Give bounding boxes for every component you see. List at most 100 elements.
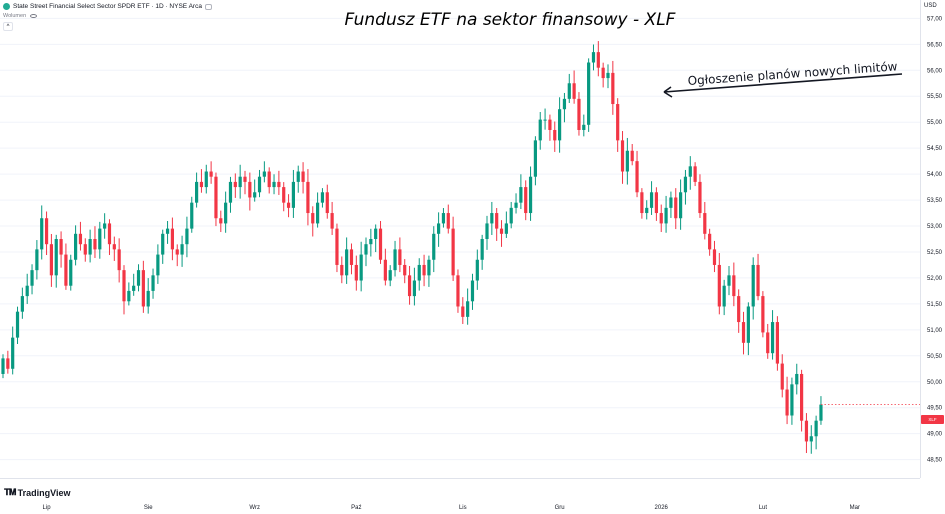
candle-down [596, 52, 600, 68]
annotation-label: Ogłoszenie planów nowych limitów [687, 59, 898, 88]
candle-down [6, 358, 10, 369]
candle-up [291, 181, 295, 208]
price-axis[interactable]: 48,50 49,00 49,50 50,00 50,50 51,00 51,50 52,00… [920, 0, 945, 478]
candle-up [543, 119, 547, 121]
candle-up [180, 244, 184, 255]
candle-up [538, 119, 542, 141]
price-tick-label: 57,00 [927, 16, 943, 22]
candle-up [412, 280, 416, 297]
candle-down [243, 176, 247, 182]
candle-down [93, 239, 97, 250]
candle-up [103, 223, 107, 229]
candle-down [577, 98, 581, 130]
candle-down [456, 275, 460, 307]
candle-up [722, 285, 726, 307]
price-tick-label: 50,00 [927, 380, 943, 386]
candle-up [393, 249, 397, 271]
candle-down [737, 296, 741, 323]
candle-down [214, 176, 218, 219]
candle-up [69, 259, 73, 286]
candle-up [151, 275, 155, 291]
symbol-logo-icon [3, 3, 10, 10]
plot-area[interactable]: Ogłoszenie planów nowych limitów [0, 0, 920, 478]
tradingview-logo-icon: 𝐓𝐌 [4, 487, 17, 497]
candle-up [146, 290, 150, 307]
candle-down [611, 72, 615, 105]
candle-up [562, 98, 567, 110]
candle-down [219, 218, 223, 224]
candle-up [257, 176, 262, 193]
candle-down [495, 213, 499, 229]
candle-up [88, 239, 92, 255]
candle-down [233, 181, 237, 188]
ohlc-toggle-icon[interactable] [204, 3, 212, 10]
candle-up [54, 239, 58, 276]
candle-down [630, 150, 634, 162]
last-price-value: 49,56 [925, 426, 940, 432]
candle-up [746, 306, 750, 343]
candle-up [751, 264, 755, 307]
candle-up [40, 218, 44, 250]
annotation-group: Ogłoszenie planów nowych limitów [663, 59, 903, 98]
candle-up [679, 192, 683, 219]
candle-down [403, 264, 407, 276]
price-tick-label: 49,50 [927, 406, 943, 412]
tradingview-logo[interactable]: 𝐓𝐌 TradingView [4, 487, 71, 498]
eye-icon[interactable] [30, 14, 38, 18]
volume-legend[interactable]: Wolumen [3, 13, 38, 19]
collapse-legend-button[interactable]: ^ [3, 22, 13, 31]
time-tick-label: Lut [759, 505, 768, 511]
time-tick-label: Mar [850, 505, 860, 511]
candle-down [306, 181, 310, 214]
currency-label[interactable]: USD [924, 3, 937, 9]
candle-up [127, 290, 131, 302]
candle-up [790, 384, 794, 416]
candle-down [282, 187, 286, 203]
time-axis[interactable]: LipSieWrzPaźLisGru2026LutMarKwi [0, 478, 920, 514]
candle-up [296, 171, 300, 182]
time-tick-label: Paź [351, 505, 361, 511]
candle-up [509, 207, 513, 224]
candle-up [475, 259, 479, 281]
candle-up [814, 420, 818, 437]
candle-down [674, 197, 678, 219]
price-tick-label: 54,50 [927, 146, 943, 152]
candle-down [800, 373, 804, 421]
candle-down [267, 171, 271, 188]
candle-down [383, 259, 387, 281]
price-tick-label: 55,00 [927, 120, 943, 126]
candle-down [693, 166, 697, 182]
candle-up [25, 285, 29, 297]
price-tick-label: 53,50 [927, 198, 943, 204]
candle-down [349, 249, 354, 265]
candle-down [44, 218, 49, 245]
candle-up [514, 202, 518, 208]
annotation-arrow [663, 73, 903, 93]
price-tick-label: 49,00 [927, 432, 943, 438]
candle-down [524, 187, 528, 214]
candle-down [548, 119, 552, 130]
candle-down [572, 83, 576, 99]
candle-up [238, 176, 242, 188]
candle-down [451, 228, 455, 276]
candle-up [490, 213, 494, 224]
candle-up [485, 223, 489, 239]
candle-up [345, 249, 349, 276]
symbol-legend[interactable]: State Street Financial Select Sector SPD… [3, 3, 212, 10]
candle-down [741, 322, 746, 343]
candle-up [185, 228, 189, 245]
candle-up [625, 150, 629, 172]
candle-down [286, 202, 291, 208]
candle-up [437, 223, 441, 234]
grid-lines [0, 17, 920, 461]
price-tick-label: 52,50 [927, 250, 943, 256]
candle-up [528, 176, 533, 214]
candle-up [809, 436, 813, 442]
candle-up [316, 202, 320, 224]
price-tick-label: 52,00 [927, 276, 943, 282]
candle-down [330, 213, 334, 229]
candle-down [175, 249, 179, 255]
candle-up [253, 192, 257, 198]
candle-up [645, 207, 649, 214]
candle-up [15, 311, 20, 338]
